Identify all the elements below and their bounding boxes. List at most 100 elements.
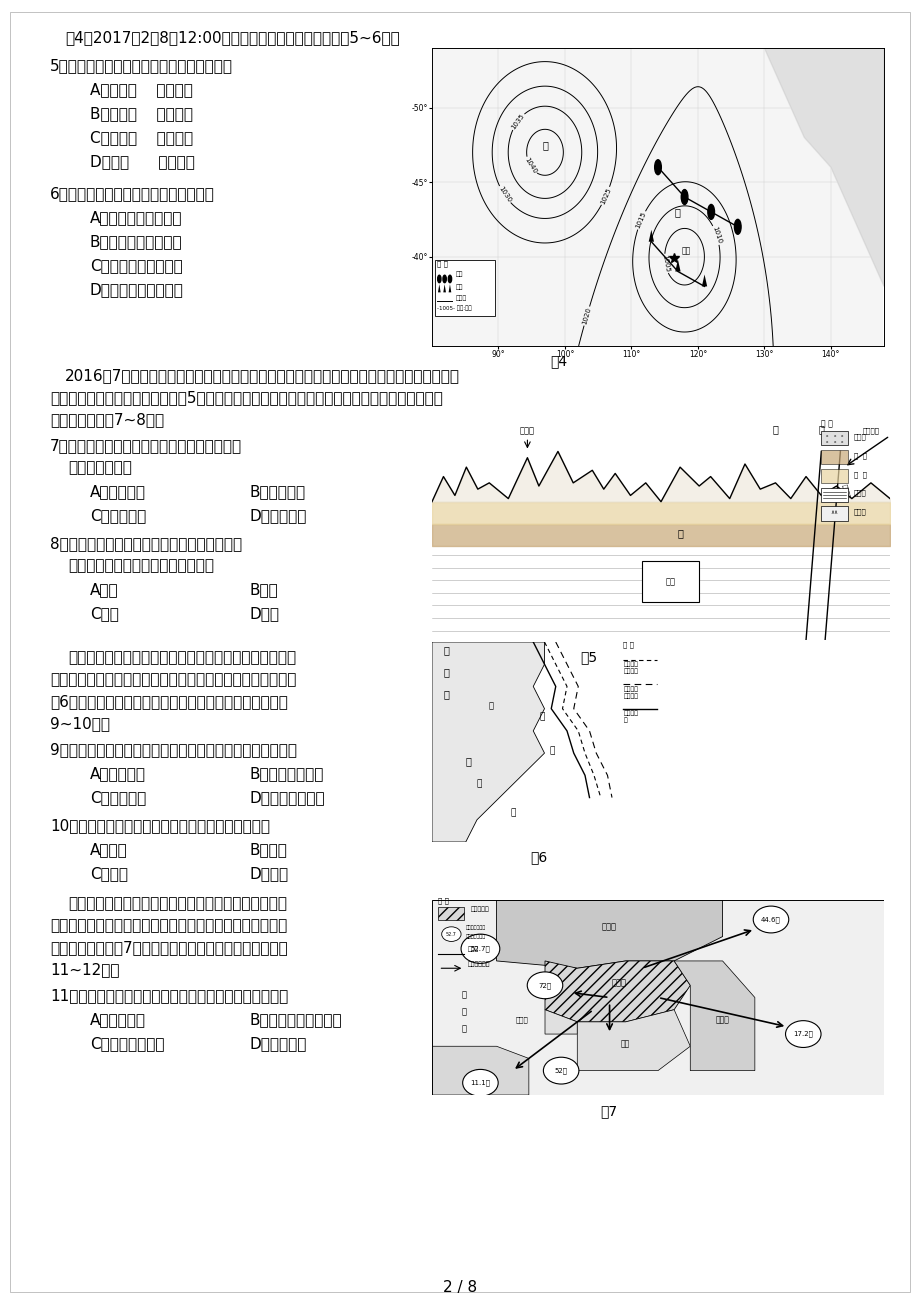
Text: 页  岩: 页 岩 <box>853 452 866 458</box>
Text: 图 例: 图 例 <box>437 260 448 267</box>
Text: 9~10题。: 9~10题。 <box>50 716 110 730</box>
Text: 石灰岩: 石灰岩 <box>853 490 866 496</box>
Text: 图 例: 图 例 <box>622 642 633 648</box>
Text: 叙利亚: 叙利亚 <box>611 978 626 987</box>
Bar <box>821 506 847 521</box>
Text: 图 例: 图 例 <box>821 419 833 428</box>
Polygon shape <box>432 1047 528 1095</box>
Text: A．逐渐变暖: A．逐渐变暖 <box>90 766 146 781</box>
Text: 1025: 1025 <box>599 186 611 206</box>
Text: 线: 线 <box>622 717 627 723</box>
Text: 福: 福 <box>443 644 448 655</box>
Text: x: x <box>825 440 827 444</box>
Text: 大窝凼: 大窝凼 <box>519 427 534 436</box>
Text: x: x <box>840 440 843 444</box>
Text: 5．此时，甲地天气系统及可能出现的天气是: 5．此时，甲地天气系统及可能出现的天气是 <box>50 59 233 73</box>
Polygon shape <box>432 48 883 346</box>
Text: 暖锋: 暖锋 <box>455 271 462 277</box>
Text: 冷锋: 冷锋 <box>455 285 462 290</box>
Text: 10．图中四地中，在中全新世时期海拔最高的地点是: 10．图中四地中，在中全新世时期海拔最高的地点是 <box>50 818 269 833</box>
Text: -1005- 单位:百帕: -1005- 单位:百帕 <box>437 306 471 311</box>
Text: x: x <box>840 434 843 437</box>
Text: 11．近年来，该国难民人数大量增加，其主要影响因素是: 11．近年来，该国难民人数大量增加，其主要影响因素是 <box>50 988 288 1003</box>
Text: 建: 建 <box>443 668 448 677</box>
Text: 等压线: 等压线 <box>455 296 466 301</box>
Text: 已经登记成等待: 已经登记成等待 <box>465 926 485 930</box>
Circle shape <box>437 275 440 283</box>
Polygon shape <box>674 961 754 1070</box>
Text: 1015: 1015 <box>634 211 647 229</box>
Text: 72万: 72万 <box>538 982 551 988</box>
Text: 1020: 1020 <box>581 307 592 326</box>
Text: C．丙: C．丙 <box>90 605 119 621</box>
Text: 丙: 丙 <box>676 529 682 538</box>
Bar <box>821 450 847 464</box>
Text: 丙: 丙 <box>476 780 482 789</box>
Text: 9．由图文信息可知，全新世以来该地气候冷暖变化的特征是: 9．由图文信息可知，全新世以来该地气候冷暖变化的特征是 <box>50 742 297 756</box>
Text: 埃及: 埃及 <box>475 1069 484 1078</box>
Circle shape <box>527 971 562 999</box>
Text: 1005: 1005 <box>660 254 669 273</box>
Text: 岩溶漏斗、峰林、天坑及溶洞，图5为大窝凼所在地区地质构造示意图（甲、乙、丙、丁表示水循: 岩溶漏斗、峰林、天坑及溶洞，图5为大窝凼所在地区地质构造示意图（甲、乙、丙、丁表… <box>50 391 442 405</box>
Text: 砂  岩: 砂 岩 <box>853 471 866 478</box>
Text: 地: 地 <box>461 991 466 1000</box>
Text: D．丁地: D．丁地 <box>250 866 289 881</box>
Text: 1010: 1010 <box>710 225 721 245</box>
Text: 乙: 乙 <box>549 746 554 755</box>
Text: 环环节）。完成7~8题。: 环环节）。完成7~8题。 <box>50 411 164 427</box>
Text: 1040: 1040 <box>523 156 537 176</box>
Bar <box>821 431 847 445</box>
Text: 海: 海 <box>461 1025 466 1034</box>
Text: A．高气压    阴雨连绵: A．高气压 阴雨连绵 <box>90 82 193 98</box>
Polygon shape <box>675 259 680 272</box>
Text: A．甲地: A．甲地 <box>90 842 128 857</box>
Text: B．断层塌陷: B．断层塌陷 <box>250 484 306 499</box>
Text: D．火山喷发: D．火山喷发 <box>250 508 307 523</box>
Circle shape <box>441 927 460 941</box>
Text: 8．该区域虽然降水丰富，但地表水缺乏。影响: 8．该区域虽然降水丰富，但地表水缺乏。影响 <box>50 536 242 551</box>
Text: 上升，将导致海岸线向陆地后退；反之海岸线将向海洋推进。: 上升，将导致海岸线向陆地后退；反之海岸线将向海洋推进。 <box>50 672 296 687</box>
Text: C．风力侵蚀: C．风力侵蚀 <box>90 508 146 523</box>
Polygon shape <box>701 275 707 286</box>
Text: x: x <box>833 440 835 444</box>
Text: 当地地表水缺乏的水循环环节主要是: 当地地表水缺乏的水循环环节主要是 <box>68 559 214 573</box>
Polygon shape <box>448 284 451 293</box>
Text: A．流水侵蚀: A．流水侵蚀 <box>90 484 146 499</box>
Circle shape <box>462 1069 498 1096</box>
Text: B．先变暖后变冷: B．先变暖后变冷 <box>250 766 324 781</box>
Text: 侵入岩: 侵入岩 <box>853 509 866 516</box>
Polygon shape <box>437 284 440 293</box>
Text: 伊拉克: 伊拉克 <box>715 1014 729 1023</box>
Text: 中: 中 <box>461 1008 466 1017</box>
Text: 44.6万: 44.6万 <box>760 917 780 923</box>
Text: 甲: 甲 <box>539 712 545 721</box>
Polygon shape <box>544 1009 576 1034</box>
Polygon shape <box>544 961 689 1022</box>
Text: 2016年7月在贵州省平塘县大窝凼洼地建成了世界最大单口径射电望远镜。大窝凼年在地区多: 2016年7月在贵州省平塘县大窝凼洼地建成了世界最大单口径射电望远镜。大窝凼年在… <box>65 368 460 383</box>
Text: 丁: 丁 <box>510 809 516 818</box>
Text: 图7: 图7 <box>599 1104 617 1118</box>
Circle shape <box>442 275 446 283</box>
Bar <box>821 487 847 501</box>
Polygon shape <box>764 48 883 286</box>
Polygon shape <box>432 642 544 842</box>
Text: D．政治因素: D．政治因素 <box>250 1036 307 1051</box>
Text: 主要冲突区: 主要冲突区 <box>471 906 489 911</box>
Text: 乙: 乙 <box>772 424 777 435</box>
Text: ∧∧: ∧∧ <box>830 510 838 516</box>
Text: 现代海岸: 现代海岸 <box>622 711 638 716</box>
Circle shape <box>681 190 687 204</box>
Text: D．丁: D．丁 <box>250 605 279 621</box>
Text: 古海岸线: 古海岸线 <box>622 693 638 699</box>
Text: 省: 省 <box>443 690 448 699</box>
Text: 图4为2017年2月8日12:00局部地区地面天气形势图。完成5~6题。: 图4为2017年2月8日12:00局部地区地面天气形势图。完成5~6题。 <box>65 30 400 46</box>
Text: B．乙地: B．乙地 <box>250 842 288 857</box>
Text: 图6为全新世以来福建省局部地区海岸线变迁示意图。完成: 图6为全新世以来福建省局部地区海岸线变迁示意图。完成 <box>50 694 288 710</box>
Text: 早全新世: 早全新世 <box>622 661 638 668</box>
Text: 17.2万: 17.2万 <box>792 1031 812 1038</box>
Bar <box>821 469 847 483</box>
Text: 52万: 52万 <box>554 1068 567 1074</box>
Text: 甲: 甲 <box>541 139 548 150</box>
Text: 乙: 乙 <box>675 207 680 217</box>
Text: B．低气压    狂风暴雨: B．低气压 狂风暴雨 <box>90 105 193 121</box>
